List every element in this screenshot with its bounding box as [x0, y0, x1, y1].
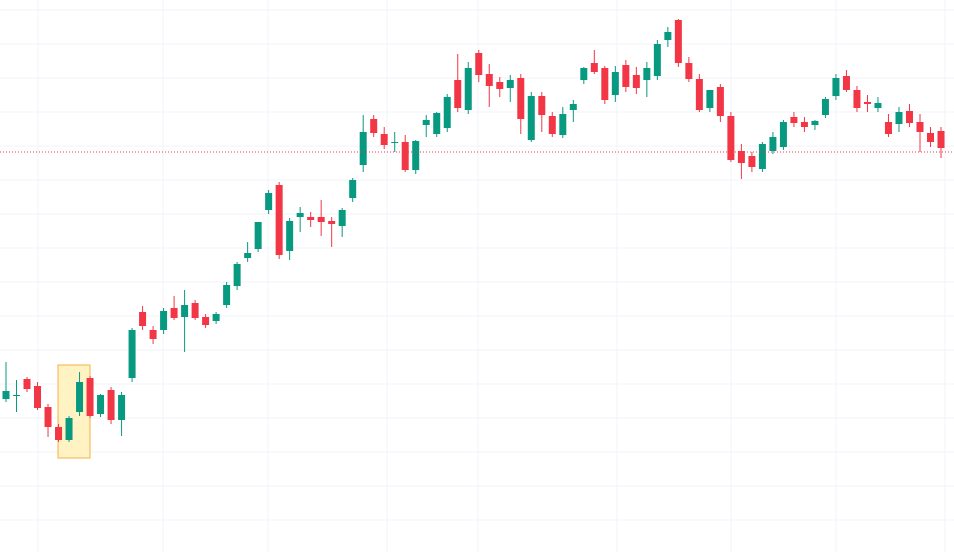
candle-body [212, 314, 220, 321]
candle-body [706, 90, 714, 108]
candle-body [527, 96, 535, 140]
candle-body [622, 65, 630, 87]
candle-body [590, 63, 598, 72]
candle-body [254, 222, 262, 249]
candle-body [139, 312, 147, 326]
candle-body [338, 210, 346, 226]
candle-body [464, 68, 472, 110]
candle-body [716, 87, 724, 116]
candle-body [748, 156, 756, 167]
candle-body [485, 74, 493, 86]
candle-body [653, 44, 661, 76]
candle-body [349, 180, 357, 198]
candle-body [265, 193, 273, 210]
candle-body [380, 134, 388, 145]
candle-body [874, 103, 882, 108]
candle-body [853, 90, 861, 108]
candle-body [496, 82, 504, 89]
candle-body [737, 151, 745, 163]
candle-body [44, 407, 52, 427]
candle-body [643, 68, 651, 80]
candle-body [443, 97, 451, 128]
candle-body [181, 305, 189, 317]
candle-body [821, 99, 829, 115]
candle-body [548, 116, 556, 134]
candle-body [359, 132, 367, 165]
candle-body [328, 221, 336, 224]
candle-body [433, 113, 441, 134]
candle-body [86, 378, 94, 416]
candle-body [685, 63, 693, 79]
candle-body [695, 79, 703, 110]
candle-body [601, 68, 609, 100]
plot [0, 19, 954, 442]
candle-body [506, 80, 514, 88]
candle-body [790, 117, 798, 123]
horizontal-grid [0, 9, 954, 521]
candle-body [107, 390, 115, 420]
candle-body [580, 68, 588, 80]
candle-body [517, 78, 525, 119]
candle-body [128, 330, 136, 378]
candle-body [863, 102, 871, 104]
candle-body [611, 72, 619, 95]
highlight-box [57, 364, 91, 459]
candle-body [905, 111, 913, 123]
candle-body [2, 391, 10, 399]
candle-body [664, 32, 672, 40]
candle-body [632, 75, 640, 88]
candle-body [758, 144, 766, 169]
candle-body [937, 131, 945, 148]
candle-body [118, 395, 126, 420]
candle-body [223, 285, 231, 305]
candle-body [538, 96, 546, 115]
candle-body [559, 114, 567, 135]
candle-body [800, 122, 808, 127]
candle-body [674, 20, 682, 63]
candle-body [569, 104, 577, 110]
candle-body [296, 213, 304, 217]
candle-body [769, 137, 777, 151]
candle-body [307, 217, 315, 220]
candle-body [842, 76, 850, 90]
candle-body [34, 386, 42, 408]
candle-body [370, 119, 378, 133]
candle-body [244, 253, 252, 258]
candle-body [412, 141, 420, 170]
candle-body [55, 427, 63, 440]
candle-body [191, 303, 199, 318]
candle-body [779, 122, 787, 147]
candle-body [65, 418, 73, 440]
candle-body [926, 133, 934, 142]
candle-body [916, 122, 924, 132]
candle-body [233, 264, 241, 286]
candle-body [160, 311, 168, 330]
candle-body [422, 120, 430, 125]
candle-body [275, 185, 283, 255]
candle-body [149, 330, 157, 339]
candle-body [727, 116, 735, 160]
candle-body [317, 217, 325, 222]
candle-body [401, 142, 409, 170]
candle-body [13, 395, 21, 396]
candle-body [391, 142, 399, 143]
candle-body [832, 78, 840, 96]
candle-body [23, 379, 31, 389]
candle-body [454, 80, 462, 108]
candle-body [895, 112, 903, 124]
candle-body [97, 395, 105, 414]
candle-body [811, 121, 819, 125]
candle-body [475, 53, 483, 75]
candle-body [202, 317, 210, 325]
candle-body [76, 382, 84, 412]
candle-body [884, 122, 892, 134]
candle-body [170, 308, 178, 318]
candle-body [286, 221, 294, 251]
